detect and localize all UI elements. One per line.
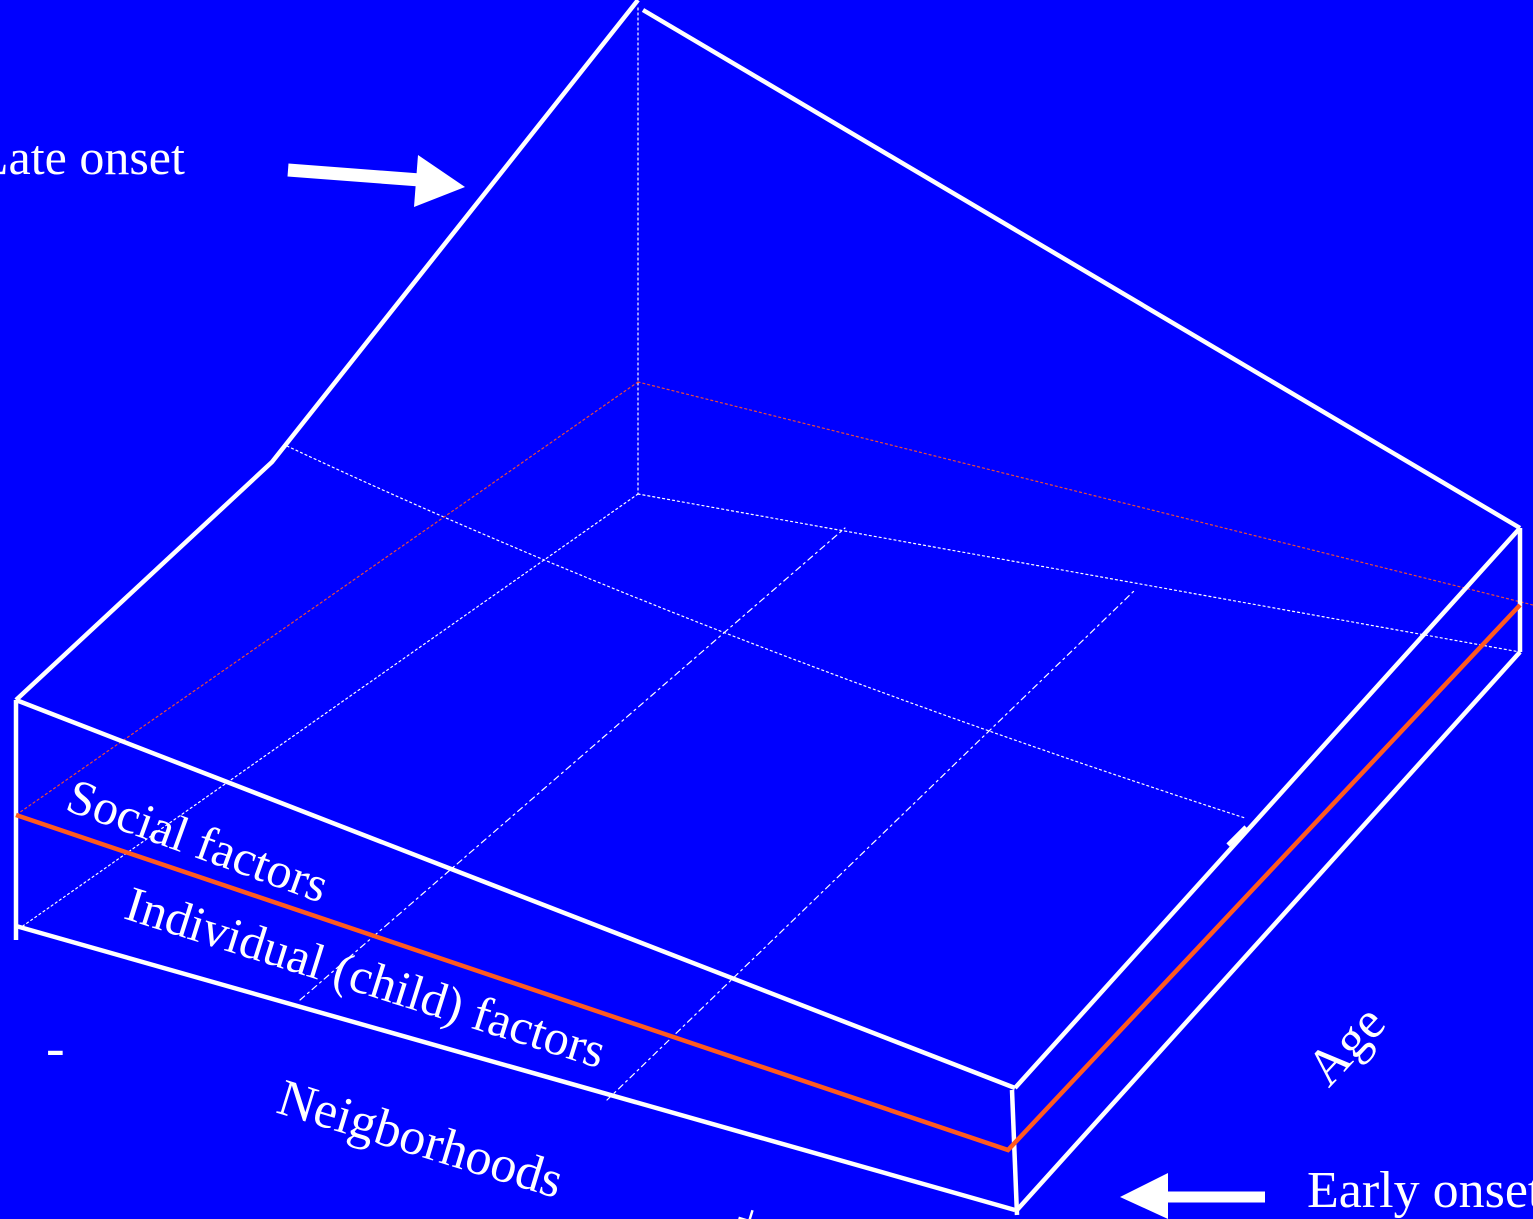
surface-neighborhood-contour-2 bbox=[607, 590, 1135, 1100]
early-onset-arrow bbox=[1120, 1173, 1265, 1219]
late-onset-label: Late onset bbox=[0, 132, 185, 182]
top-right-edge bbox=[1015, 528, 1520, 1088]
floor-back-right-edge bbox=[638, 494, 1520, 652]
divider-back-left-guide bbox=[16, 382, 638, 815]
surface-age-contour bbox=[287, 446, 1245, 818]
back-top-edge bbox=[643, 10, 1520, 528]
early-onset-label: Early onset bbox=[1307, 1165, 1533, 1217]
divider-back-right-guide bbox=[638, 382, 1533, 605]
late-onset-curve bbox=[16, 0, 638, 700]
surface-neighborhood-contour-1 bbox=[300, 528, 845, 1000]
front-vertical-edge bbox=[1012, 1090, 1017, 1215]
late-onset-arrow bbox=[288, 155, 465, 207]
bottom-right-edge bbox=[1017, 652, 1520, 1210]
neighborhoods-minus-label: - bbox=[46, 1020, 65, 1076]
